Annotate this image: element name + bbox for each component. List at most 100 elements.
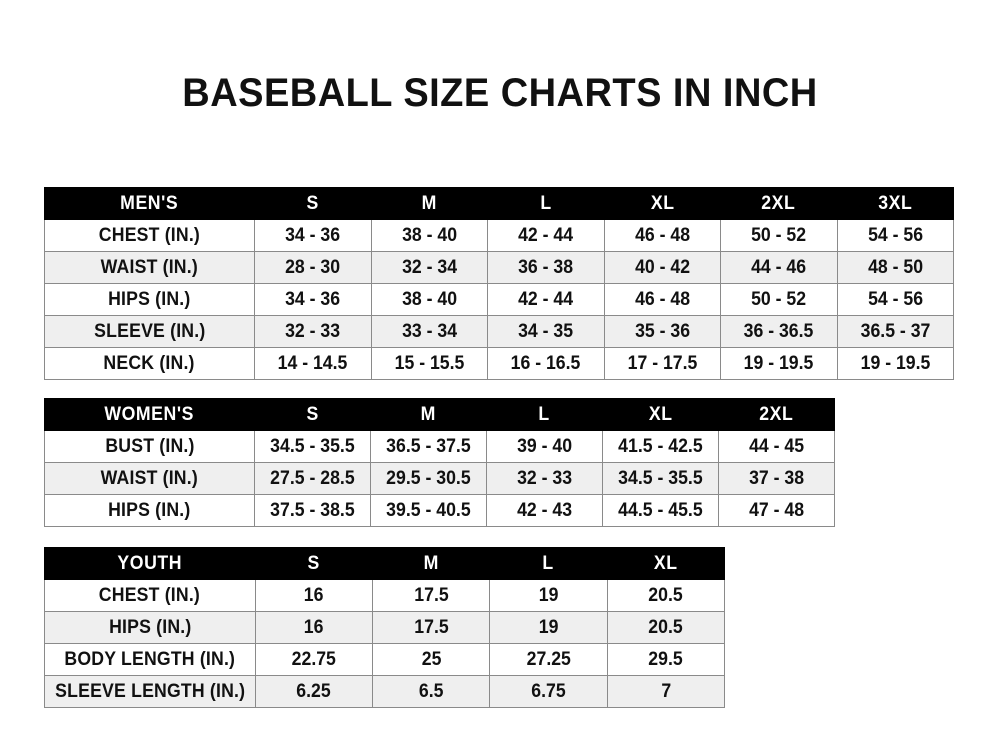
measurement-value: 48 - 50 [836,251,954,284]
measurement-value: 19 - 19.5 [836,347,954,380]
measurement-label: SLEEVE (IN.) [44,315,255,348]
measurement-value: 54 - 56 [836,283,954,316]
measurement-value: 39.5 - 40.5 [370,494,487,527]
measurement-value: 46 - 48 [603,219,721,252]
size-column-header-xl: XL [606,547,726,580]
mens-size-chart-block: MEN'S S M L XL 2XL 3XL CHEST (IN.) 34 - 36 38 - 4… [44,187,954,380]
measurement-value: 7 [606,675,726,708]
measurement-value: 6.75 [489,675,608,708]
measurement-value: 47 - 48 [718,494,835,527]
measurement-value: 38 - 40 [370,219,488,252]
measurement-value: 15 - 15.5 [370,347,488,380]
measurement-value: 50 - 52 [720,219,838,252]
measurement-value: 28 - 30 [254,251,372,284]
measurement-value: 36 - 36.5 [720,315,838,348]
mens-size-table: MEN'S S M L XL 2XL 3XL CHEST (IN.) 34 - 36 38 - 4… [44,187,954,380]
measurement-label: BUST (IN.) [44,430,255,463]
measurement-value: 42 - 43 [486,494,603,527]
measurement-value: 44.5 - 45.5 [602,494,719,527]
measurement-value: 22.75 [254,643,373,676]
measurement-label: HIPS (IN.) [44,283,255,316]
measurement-label: WAIST (IN.) [44,462,255,495]
measurement-value: 25 [371,643,491,676]
youth-category-header: YOUTH [44,547,256,580]
measurement-value: 34 - 35 [487,315,605,348]
size-column-header-l: L [489,547,608,580]
measurement-value: 38 - 40 [370,283,488,316]
measurement-value: 6.5 [371,675,491,708]
table-header-row: WOMEN'S S M L XL 2XL [44,398,835,431]
measurement-value: 34 - 36 [254,219,372,252]
measurement-value: 29.5 - 30.5 [370,462,487,495]
measurement-value: 32 - 33 [254,315,372,348]
size-column-header-2xl: 2XL [720,187,838,220]
measurement-label: WAIST (IN.) [44,251,255,284]
page-title: BASEBALL SIZE CHARTS IN INCH [182,71,818,115]
mens-table-body: CHEST (IN.) 34 - 36 38 - 40 42 - 44 46 - 48 5… [44,219,954,380]
size-column-header-m: M [370,398,487,431]
measurement-value: 17.5 [371,611,491,644]
table-row: BODY LENGTH (IN.) 22.75 25 27.25 29.5 [44,643,726,676]
measurement-label: BODY LENGTH (IN.) [44,643,256,676]
size-column-header-s: S [254,547,373,580]
measurement-value: 36.5 - 37.5 [370,430,487,463]
womens-size-table: WOMEN'S S M L XL 2XL BUST (IN.) 34.5 - 35.5 36.5… [44,398,835,527]
measurement-value: 37.5 - 38.5 [254,494,371,527]
measurement-value: 46 - 48 [603,283,721,316]
youth-size-chart-block: YOUTH S M L XL CHEST (IN.) 16 17.5 19 20.5 HIPS (I… [44,547,726,708]
size-column-header-m: M [371,547,491,580]
table-row: WAIST (IN.) 28 - 30 32 - 34 36 - 38 40 - 42 4… [44,251,954,284]
table-row: WAIST (IN.) 27.5 - 28.5 29.5 - 30.5 32 - 33… [44,462,835,495]
measurement-value: 41.5 - 42.5 [602,430,719,463]
measurement-value: 16 - 16.5 [487,347,605,380]
table-row: BUST (IN.) 34.5 - 35.5 36.5 - 37.5 39 - 40 4… [44,430,835,463]
womens-table-body: BUST (IN.) 34.5 - 35.5 36.5 - 37.5 39 - 40 4… [44,430,835,527]
mens-category-header: MEN'S [44,187,255,220]
table-header-row: YOUTH S M L XL [44,547,726,580]
measurement-value: 35 - 36 [603,315,721,348]
measurement-value: 14 - 14.5 [254,347,372,380]
measurement-label: SLEEVE LENGTH (IN.) [44,675,256,708]
measurement-label: HIPS (IN.) [44,611,256,644]
mens-table-header: MEN'S S M L XL 2XL 3XL [44,187,954,220]
measurement-value: 36.5 - 37 [836,315,954,348]
table-row: SLEEVE LENGTH (IN.) 6.25 6.5 6.75 7 [44,675,726,708]
table-row: CHEST (IN.) 16 17.5 19 20.5 [44,579,726,612]
measurement-value: 37 - 38 [718,462,835,495]
table-header-row: MEN'S S M L XL 2XL 3XL [44,187,954,220]
measurement-value: 40 - 42 [603,251,721,284]
measurement-value: 16 [254,579,373,612]
table-row: CHEST (IN.) 34 - 36 38 - 40 42 - 44 46 - 48 5… [44,219,954,252]
measurement-value: 34 - 36 [254,283,372,316]
measurement-value: 39 - 40 [486,430,603,463]
measurement-value: 32 - 34 [370,251,488,284]
size-column-header-s: S [254,398,371,431]
measurement-value: 42 - 44 [487,283,605,316]
womens-size-chart-block: WOMEN'S S M L XL 2XL BUST (IN.) 34.5 - 35.5 36.5… [44,398,835,527]
measurement-value: 17.5 [371,579,491,612]
youth-size-table: YOUTH S M L XL CHEST (IN.) 16 17.5 19 20.5 HIPS (I… [44,547,726,708]
measurement-value: 20.5 [606,611,726,644]
size-column-header-l: L [486,398,603,431]
size-column-header-xl: XL [603,187,721,220]
table-row: HIPS (IN.) 34 - 36 38 - 40 42 - 44 46 - 48 50… [44,283,954,316]
measurement-value: 42 - 44 [487,219,605,252]
size-column-header-m: M [370,187,488,220]
measurement-value: 36 - 38 [487,251,605,284]
measurement-label: CHEST (IN.) [44,579,256,612]
measurement-value: 54 - 56 [836,219,954,252]
measurement-value: 34.5 - 35.5 [602,462,719,495]
size-column-header-xl: XL [602,398,719,431]
table-row: HIPS (IN.) 16 17.5 19 20.5 [44,611,726,644]
measurement-value: 27.5 - 28.5 [254,462,371,495]
youth-table-body: CHEST (IN.) 16 17.5 19 20.5 HIPS (IN.) 16 17.5 1… [44,579,726,708]
measurement-value: 50 - 52 [720,283,838,316]
measurement-value: 44 - 46 [720,251,838,284]
measurement-value: 16 [254,611,373,644]
table-row: HIPS (IN.) 37.5 - 38.5 39.5 - 40.5 42 - 43 4… [44,494,835,527]
size-column-header-3xl: 3XL [836,187,954,220]
measurement-label: HIPS (IN.) [44,494,255,527]
size-column-header-2xl: 2XL [718,398,835,431]
measurement-value: 19 - 19.5 [720,347,838,380]
